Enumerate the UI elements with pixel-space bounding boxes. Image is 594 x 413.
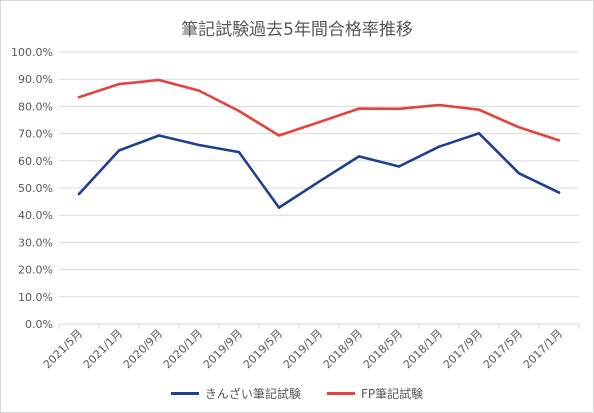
data-point-series-1 [317, 180, 321, 183]
y-tick-label: 50.0% [18, 182, 53, 195]
x-tick-label: 2018/9月 [321, 327, 365, 371]
y-tick-label: 30.0% [18, 236, 53, 249]
y-tick-label: 20.0% [18, 264, 53, 277]
legend-swatch-series-2 [326, 392, 355, 395]
data-point-series-1 [117, 149, 121, 152]
series-line-2 [77, 78, 561, 142]
data-point-series-1 [397, 165, 401, 168]
x-tick-label: 2019/5月 [241, 327, 285, 371]
x-tick-label: 2017/5月 [481, 327, 525, 371]
chart-title: 筆記試験過去5年間合格率推移 [181, 20, 413, 40]
data-point-series-1 [237, 150, 241, 154]
y-tick-label: 90.0% [18, 73, 53, 86]
data-point-series-2 [117, 82, 121, 86]
data-point-series-1 [277, 206, 281, 209]
legend-label-series-2: FP筆記試験 [360, 387, 424, 401]
data-point-series-2 [197, 89, 201, 92]
data-point-series-2 [477, 108, 481, 111]
data-point-series-2 [557, 139, 561, 142]
x-tick-label: 2018/5月 [361, 327, 405, 371]
data-point-series-2 [157, 78, 161, 82]
x-tick-label: 2020/1月 [161, 327, 205, 371]
y-tick-label: 70.0% [18, 128, 53, 141]
y-tick-label: 10.0% [18, 291, 53, 304]
x-tick-label: 2021/1月 [81, 327, 125, 371]
data-point-series-2 [277, 134, 281, 137]
data-point-series-2 [397, 107, 401, 111]
x-tick-label: 2020/9月 [121, 327, 165, 371]
data-point-series-1 [477, 132, 481, 135]
legend-swatch-series-1 [170, 392, 199, 395]
x-tick-label: 2019/1月 [281, 327, 325, 371]
data-point-series-1 [77, 192, 81, 196]
data-point-series-1 [197, 143, 201, 147]
data-point-series-1 [157, 134, 161, 137]
data-point-series-2 [317, 120, 321, 124]
legend-item-series-1: きんざい筆記試験 [170, 385, 301, 402]
legend-label-series-1: きんざい筆記試験 [204, 387, 301, 401]
data-point-series-1 [357, 155, 361, 158]
data-point-series-1 [557, 191, 561, 194]
chart-legend: きんざい筆記試験 FP筆記試験 [1, 385, 593, 402]
series-line-1 [77, 132, 561, 209]
x-tick-label: 2018/1月 [401, 327, 445, 371]
data-point-series-2 [77, 95, 81, 99]
legend-item-series-2: FP筆記試験 [326, 385, 424, 402]
x-tick-label: 2017/1月 [521, 327, 565, 371]
data-point-series-2 [357, 107, 361, 110]
x-tick-label: 2017/9月 [441, 327, 485, 371]
y-tick-label: 0.0% [25, 318, 53, 331]
y-tick-label: 60.0% [18, 155, 53, 168]
y-tick-label: 100.0% [11, 46, 53, 59]
data-point-series-1 [517, 172, 521, 175]
data-point-series-1 [437, 145, 441, 148]
y-tick-label: 40.0% [18, 209, 53, 222]
data-point-series-2 [437, 103, 441, 107]
x-tick-label: 2021/5月 [41, 327, 85, 371]
data-point-series-2 [517, 126, 521, 129]
x-tick-label: 2019/9月 [201, 327, 245, 371]
y-tick-label: 80.0% [18, 100, 53, 113]
data-point-series-2 [237, 109, 241, 113]
